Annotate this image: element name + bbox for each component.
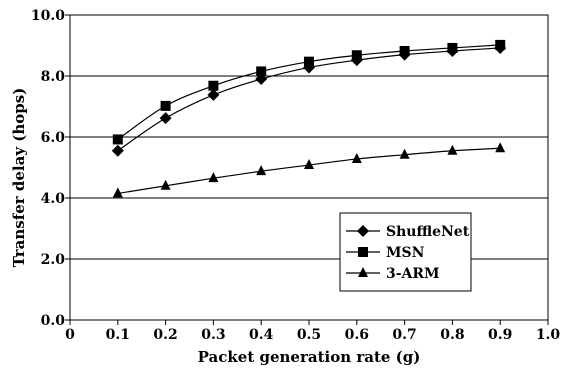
series-msn (112, 39, 506, 145)
axis-ticks: 0 0.1 0.2 0.3 0.4 0.5 0.6 0.7 0.8 0.9 1.0 0.0 2.0 4.0… (31, 8, 561, 343)
y-tick-label: 2.0 (41, 252, 66, 268)
data-point (351, 152, 362, 163)
data-point (160, 100, 171, 111)
data-point (447, 144, 458, 155)
y-tick-label: 0.0 (41, 313, 66, 329)
data-point (399, 148, 410, 159)
legend-marker (358, 267, 368, 277)
legend-label: ShuffleNet (386, 224, 470, 240)
data-point (495, 142, 506, 153)
series-line (117, 147, 501, 195)
series-group (111, 39, 507, 198)
data-point (208, 172, 219, 183)
data-point (447, 42, 458, 53)
x-tick-label: 0 (65, 327, 75, 343)
data-point (304, 56, 314, 67)
x-axis-label: Packet generation rate (g) (198, 348, 421, 366)
data-point (399, 45, 410, 56)
legend-marker (358, 247, 368, 257)
x-tick-label: 0.7 (392, 327, 416, 343)
x-tick-label: 0.1 (106, 327, 130, 343)
legend-marker (357, 225, 369, 237)
legend-label: MSN (386, 245, 425, 261)
data-point (111, 144, 124, 157)
y-tick-label: 6.0 (41, 130, 66, 146)
data-point (159, 112, 172, 125)
series-3-arm (112, 142, 506, 198)
data-point (208, 80, 219, 91)
data-point (351, 50, 362, 61)
y-tick-label: 10.0 (31, 8, 65, 24)
x-tick-label: 0.5 (297, 327, 321, 343)
x-tick-label: 0.4 (249, 327, 274, 343)
data-point (495, 39, 506, 50)
data-point (112, 134, 123, 145)
x-tick-label: 0.2 (153, 327, 177, 343)
y-tick-label: 8.0 (41, 69, 66, 85)
y-axis-label: Transfer delay (hops) (10, 88, 28, 268)
x-tick-label: 0.8 (440, 327, 464, 343)
y-tick-label: 4.0 (41, 191, 66, 207)
legend: ShuffleNet MSN 3-ARM (339, 212, 472, 292)
x-tick-label: 0.6 (345, 327, 369, 343)
data-point (256, 66, 267, 77)
x-tick-label: 1.0 (536, 327, 561, 343)
data-point (256, 165, 267, 176)
x-tick-label: 0.9 (488, 327, 512, 343)
data-point (160, 179, 171, 190)
legend-label: 3-ARM (386, 266, 440, 282)
data-point (304, 159, 314, 170)
x-tick-label: 0.3 (201, 327, 225, 343)
data-point (112, 187, 123, 198)
data-point (207, 88, 220, 101)
